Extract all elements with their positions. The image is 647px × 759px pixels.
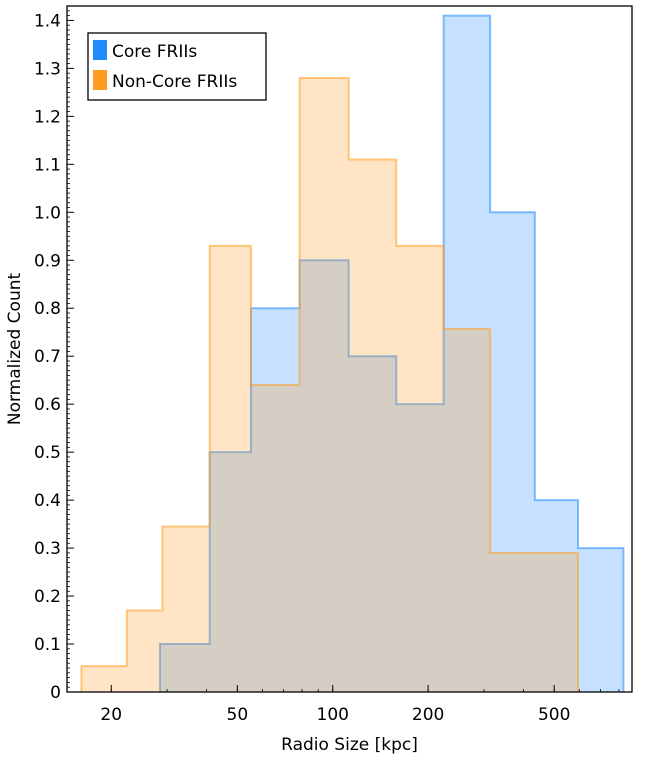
- y-axis-label: Normalized Count: [5, 273, 25, 426]
- y-tick-label: 0.9: [34, 251, 61, 271]
- y-tick-label: 0.4: [34, 491, 61, 511]
- bar-noncore-8: [443, 328, 491, 692]
- x-tick-label: 200: [412, 705, 444, 725]
- outline-core: [158, 14, 625, 692]
- y-tick-label: 1.3: [34, 59, 61, 79]
- bar-noncore-6: [348, 159, 397, 692]
- bar-noncore-1: [126, 610, 163, 692]
- bar-core-3: [299, 260, 349, 692]
- x-tick-label: 100: [317, 705, 349, 725]
- legend-label-noncore: Non-Core FRIIs: [112, 72, 237, 92]
- bar-core-7: [490, 212, 535, 692]
- bar-core-8: [534, 500, 579, 692]
- bar-noncore-10: [534, 552, 579, 692]
- y-tick-label: 0.6: [34, 395, 61, 415]
- y-tick-label: 0.7: [34, 347, 61, 367]
- bar-core-2: [250, 308, 300, 692]
- ticks-layer: 0 0.1 0.2 0.3 0.4 0.5 0.6 0.7 0.8 0.9 1.0 1.1 1.2 1.3…: [34, 10, 620, 725]
- bar-noncore-0: [81, 666, 127, 692]
- y-tick-label: 0.2: [34, 587, 61, 607]
- legend-box: [87, 32, 267, 101]
- bar-core-6: [443, 15, 491, 692]
- y-tick-label: 1.1: [34, 155, 61, 175]
- legend-swatch-noncore: [93, 70, 107, 90]
- legend-label-core: Core FRIIs: [112, 42, 197, 62]
- plot-frame: [66, 5, 633, 693]
- bar-core-5: [396, 404, 444, 692]
- y-tick-label: 0.8: [34, 299, 61, 319]
- bar-noncore-9: [490, 552, 535, 692]
- x-tick-label: 50: [227, 705, 249, 725]
- bar-noncore-4: [250, 384, 300, 692]
- bar-noncore-7: [396, 245, 444, 692]
- y-tick-label: 0.1: [34, 635, 61, 655]
- y-tick-label: 0: [50, 683, 61, 703]
- y-tick-label: 1.0: [34, 203, 61, 223]
- bars-layer: [80, 14, 625, 693]
- bar-core-4: [348, 356, 397, 692]
- x-tick-label: 20: [100, 705, 122, 725]
- y-tick-label: 0.3: [34, 539, 61, 559]
- bar-noncore-5: [299, 77, 349, 693]
- bar-noncore-2: [162, 526, 210, 692]
- outline-noncore: [80, 76, 580, 692]
- y-tick-label: 1.2: [34, 107, 61, 127]
- bar-core-1: [209, 452, 251, 692]
- y-tick-label: 0.5: [34, 443, 61, 463]
- bar-noncore-3: [209, 245, 251, 692]
- y-tick-label: 1.4: [34, 11, 61, 31]
- x-axis-label: Radio Size [kpc]: [281, 735, 418, 755]
- bar-core-0: [159, 644, 210, 692]
- x-tick-label: 500: [538, 705, 570, 725]
- legend: Core FRIIs Non-Core FRIIs: [87, 32, 267, 101]
- legend-swatch-core: [93, 40, 107, 60]
- bar-core-9: [578, 548, 624, 692]
